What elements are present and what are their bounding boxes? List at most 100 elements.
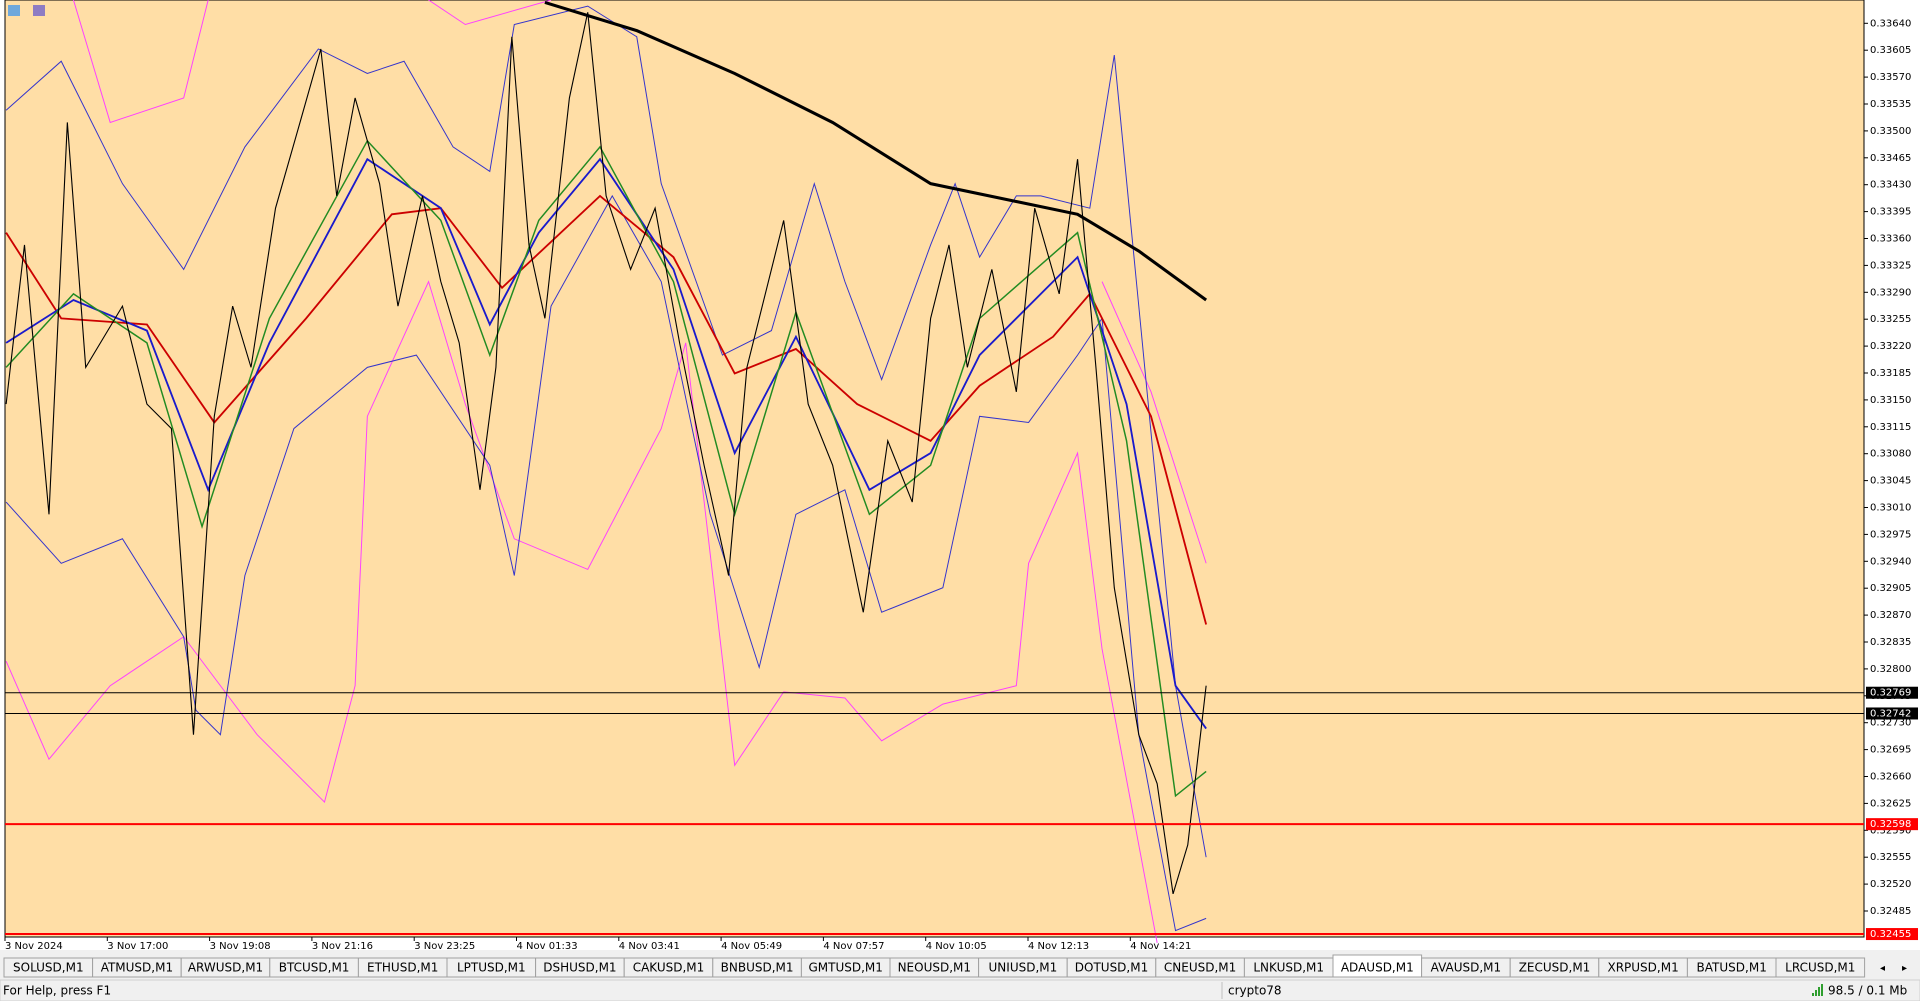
time-label: 4 Nov 14:21 (1130, 941, 1191, 952)
tab-label: ZECUSD,M1 (1519, 961, 1591, 975)
tab[interactable]: CNEUSD,M1 (1155, 957, 1245, 978)
indicators (5, 0, 1208, 943)
tab[interactable]: ARWUSD,M1 (180, 957, 271, 978)
price-line (5, 12, 1207, 895)
price-label: 0.32695 (1870, 745, 1911, 756)
tab-label: LNKUSD,M1 (1253, 961, 1324, 975)
tab[interactable]: GMTUSD,M1 (800, 957, 891, 978)
price-label: 0.33640 (1870, 18, 1911, 29)
tab[interactable]: CAKUSD,M1 (623, 957, 714, 978)
band-line (5, 194, 1207, 932)
toolbar-icon[interactable] (33, 5, 45, 16)
envelope-line (5, 280, 1158, 943)
tab[interactable]: LPTUSD,M1 (446, 957, 537, 978)
price-label: 0.33045 (1870, 476, 1911, 487)
price-tag-label: 0.32742 (1870, 708, 1911, 719)
price-label: 0.32800 (1870, 664, 1911, 675)
tab-label: DOTUSD,M1 (1075, 961, 1148, 975)
price-label: 0.32940 (1870, 556, 1911, 567)
tab[interactable]: LNKUSD,M1 (1243, 957, 1334, 978)
tab[interactable]: ATMUSD,M1 (92, 957, 182, 978)
status-profile: crypto78 (1228, 984, 1282, 998)
price-label: 0.33080 (1870, 449, 1911, 460)
tab-scroll: ◂ (1880, 963, 1885, 974)
tab-label: UNIUSD,M1 (989, 961, 1058, 975)
tab[interactable]: DSHUSD,M1 (535, 957, 625, 978)
tab-label: ETHUSD,M1 (367, 961, 438, 975)
price-tag (1866, 686, 1918, 699)
price-label: 0.33010 (1870, 503, 1911, 514)
price-label: 0.33430 (1870, 180, 1911, 191)
tab[interactable]: XRPUSD,M1 (1598, 957, 1688, 978)
tab[interactable]: AVAUSD,M1 (1421, 957, 1511, 978)
price-label: 0.33395 (1870, 207, 1911, 218)
price-label: 0.32835 (1870, 637, 1911, 648)
tab[interactable]: ETHUSD,M1 (357, 957, 448, 978)
tab-label: NEOUSD,M1 (898, 961, 971, 975)
tab[interactable]: NEOUSD,M1 (889, 957, 980, 978)
tab-scroll: ▸ (1902, 963, 1907, 974)
tab[interactable]: BNBUSD,M1 (712, 957, 802, 978)
tab[interactable]: DOTUSD,M1 (1066, 957, 1157, 978)
tab[interactable]: ZECUSD,M1 (1509, 957, 1600, 978)
price-label: 0.32870 (1870, 610, 1911, 621)
tab[interactable]: ADAUSD,M1 (1332, 954, 1423, 978)
tab-label: SOLUSD,M1 (13, 961, 84, 975)
price-label: 0.32485 (1870, 906, 1911, 917)
price-label: 0.33500 (1870, 126, 1911, 137)
status-traffic: 98.5 / 0.1 Mb (1828, 984, 1907, 998)
tab-label: LRCUSD,M1 (1785, 961, 1855, 975)
price-tag-label: 0.32455 (1870, 929, 1911, 940)
moving-average (5, 139, 1207, 798)
tab-label: CAKUSD,M1 (633, 961, 705, 975)
tab[interactable]: BATUSD,M1 (1686, 957, 1777, 978)
price-label: 0.33570 (1870, 72, 1911, 83)
price-label: 0.33325 (1870, 260, 1911, 271)
price-tag (1866, 928, 1918, 941)
moving-average (544, 0, 1208, 302)
status-bar: For Help, press F1 crypto78 98.5 / 0.1 Mb (0, 979, 1920, 1001)
time-label: 3 Nov 19:08 (210, 941, 271, 952)
price-label: 0.33290 (1870, 287, 1911, 298)
time-label: 4 Nov 05:49 (721, 941, 782, 952)
price-label: 0.32520 (1870, 879, 1911, 890)
tab-label: BTCUSD,M1 (279, 961, 350, 975)
tab[interactable]: UNIUSD,M1 (978, 957, 1068, 978)
tab-label: GMTUSD,M1 (808, 961, 882, 975)
status-help: For Help, press F1 (3, 984, 111, 998)
price-label: 0.33465 (1870, 153, 1911, 164)
price-label: 0.32905 (1870, 583, 1911, 594)
tab[interactable]: LRCUSD,M1 (1775, 957, 1866, 978)
price-label: 0.33220 (1870, 341, 1911, 352)
tab[interactable]: BTCUSD,M1 (269, 957, 359, 978)
price-label: 0.32590 (1870, 825, 1911, 836)
envelope-line (73, 0, 209, 124)
envelope-line (1101, 281, 1207, 564)
tab-label: ATMUSD,M1 (101, 961, 173, 975)
price-label: 0.33115 (1870, 422, 1911, 433)
chart-area (4, 0, 1865, 938)
time-label: 4 Nov 03:41 (619, 941, 680, 952)
tab-label: AVAUSD,M1 (1431, 961, 1502, 975)
time-label: 4 Nov 07:57 (823, 941, 884, 952)
price-label: 0.32975 (1870, 529, 1911, 540)
time-label: 3 Nov 2024 (5, 941, 63, 952)
price-label: 0.33535 (1870, 99, 1911, 110)
price-label: 0.32555 (1870, 852, 1911, 863)
time-label: 4 Nov 01:33 (517, 941, 578, 952)
toolbar-icon[interactable] (8, 5, 20, 16)
tab-label: BNBUSD,M1 (721, 961, 794, 975)
time-label: 4 Nov 12:13 (1028, 941, 1089, 952)
price-label: 0.33605 (1870, 45, 1911, 56)
time-label: 3 Nov 17:00 (107, 941, 168, 952)
tab-label: LPTUSD,M1 (457, 961, 526, 975)
signal-bar (1818, 987, 1820, 996)
price-tag-label: 0.32769 (1870, 688, 1911, 699)
price-label: 0.33185 (1870, 368, 1911, 379)
signal-bar (1815, 990, 1817, 996)
tab[interactable]: SOLUSD,M1 (3, 957, 94, 978)
tab-label: BATUSD,M1 (1697, 961, 1767, 975)
time-label: 4 Nov 10:05 (926, 941, 987, 952)
signal-bar (1812, 993, 1814, 996)
